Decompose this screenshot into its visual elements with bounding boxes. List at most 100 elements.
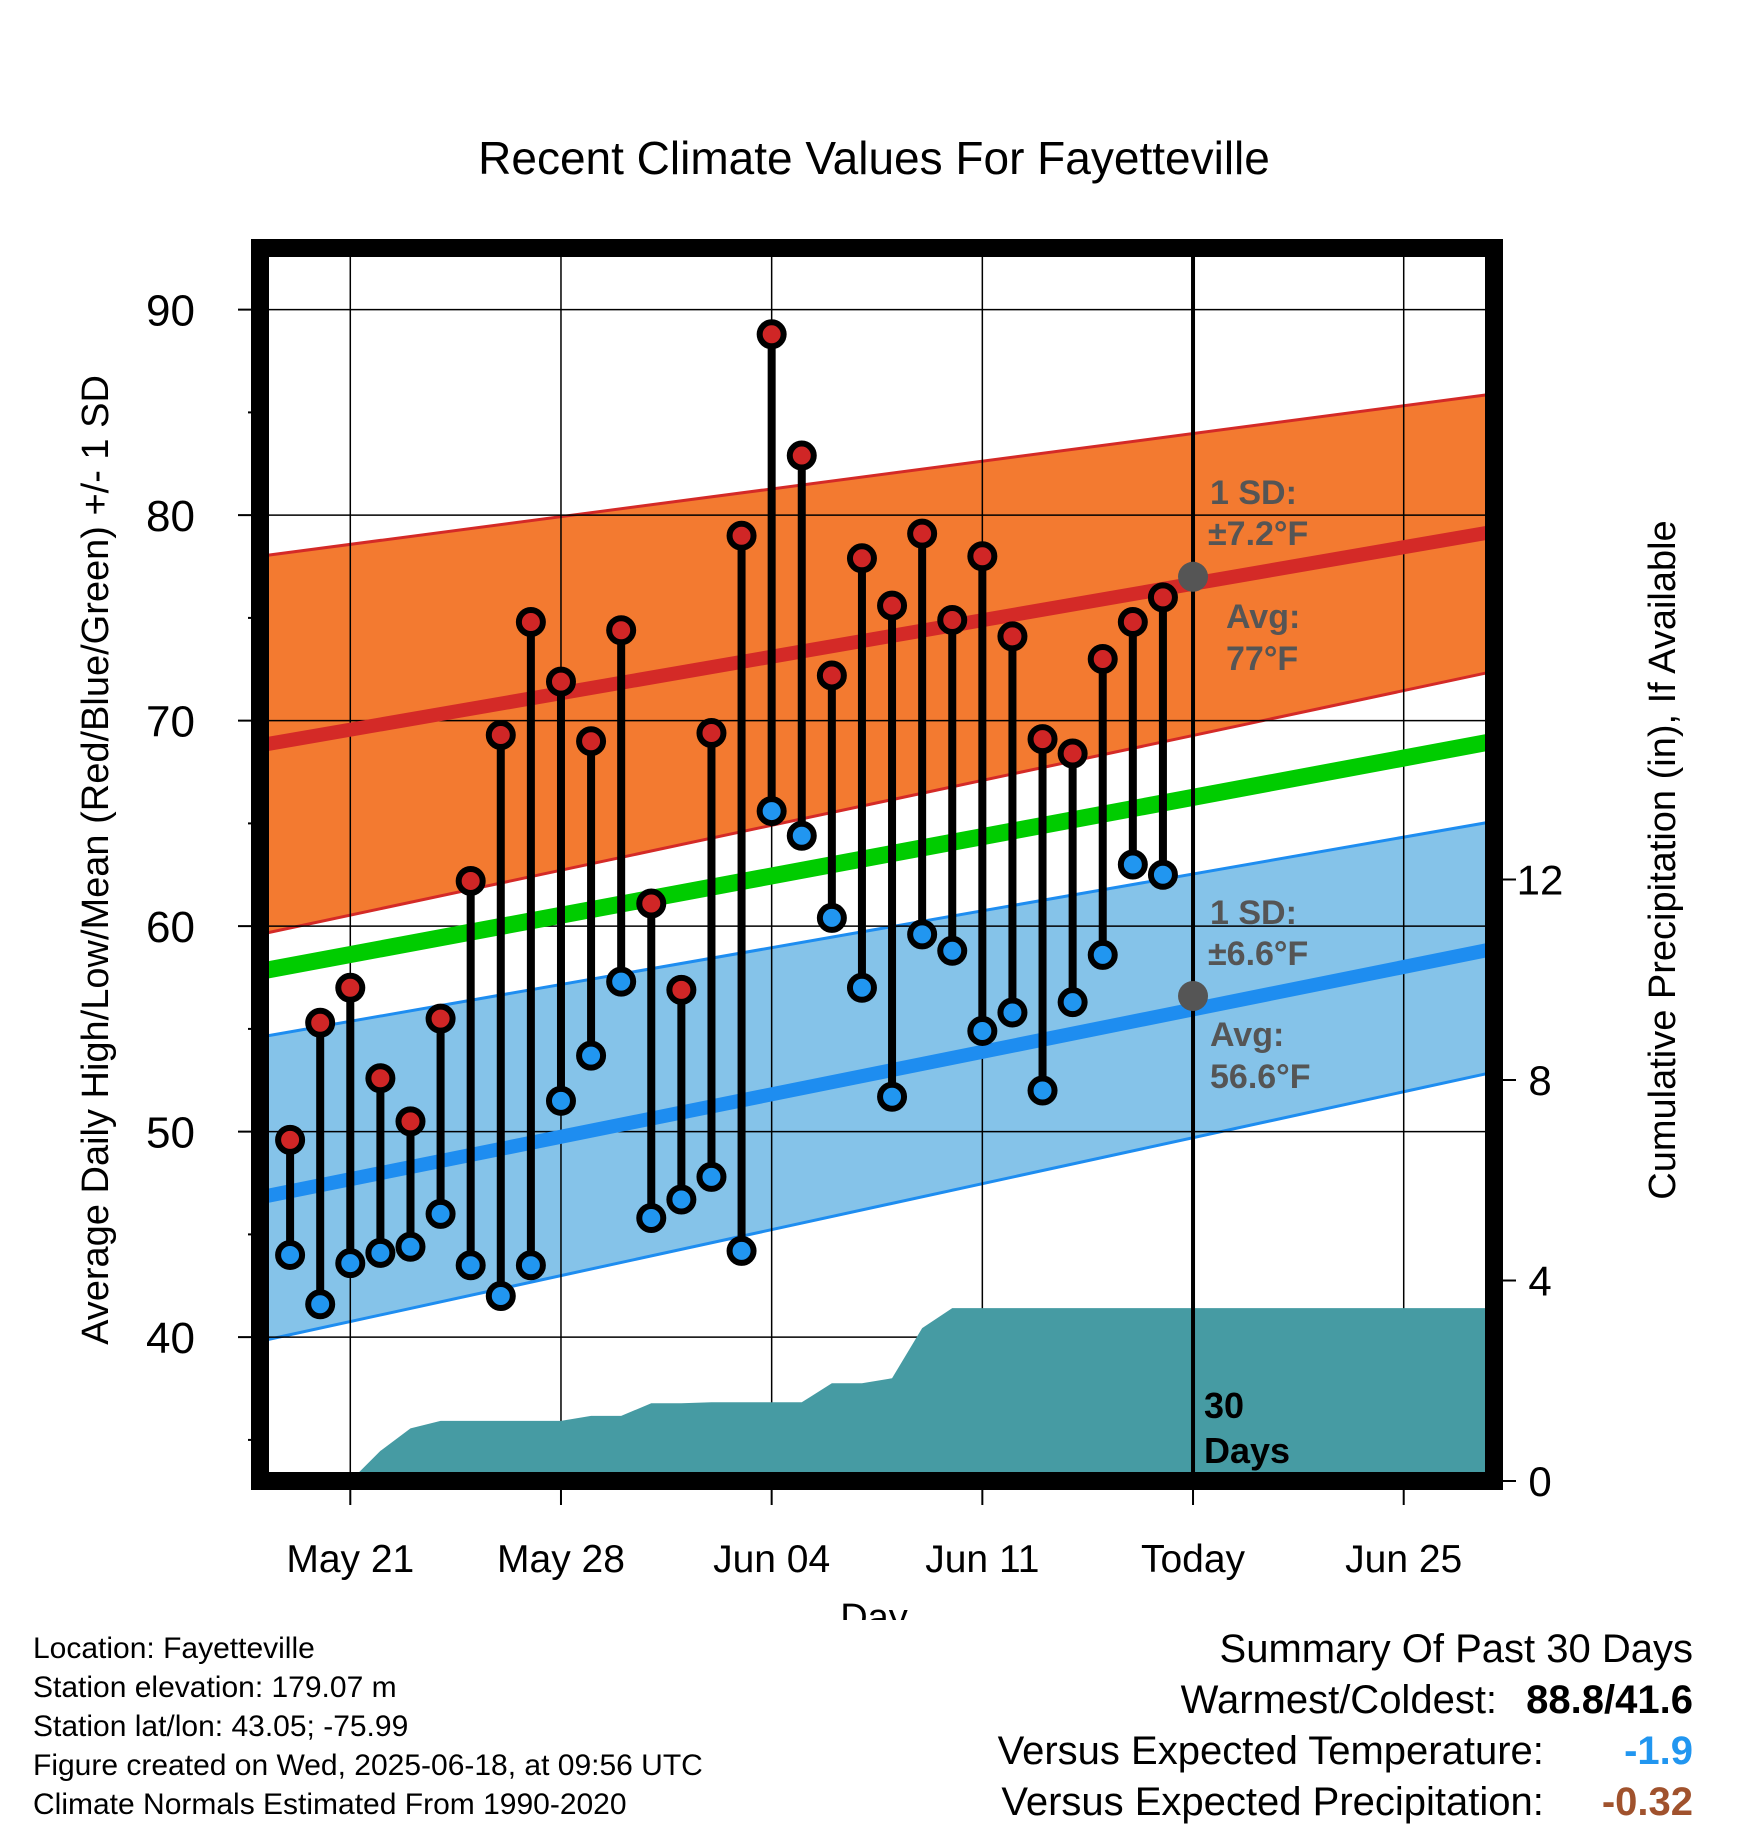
low-point <box>455 1250 486 1281</box>
precip-departure-value: -0.32 <box>1601 1780 1693 1824</box>
high-point <box>485 720 516 751</box>
window-label-days: Days <box>1204 1430 1290 1471</box>
high-point <box>636 888 667 919</box>
high-point <box>846 543 877 574</box>
low-point <box>1057 987 1088 1018</box>
high-sd-value: ±7.2°F <box>1208 515 1308 553</box>
summary-panel: Summary Of Past 30 Days Warmest/Coldest:… <box>998 1624 1693 1828</box>
low-point <box>395 1231 426 1262</box>
high-point <box>756 319 787 350</box>
precip-area-group <box>350 1308 1494 1481</box>
low-point <box>606 966 637 997</box>
high-avg-dot <box>1178 561 1209 592</box>
info-created: Figure created on Wed, 2025-06-18, at 09… <box>33 1749 703 1782</box>
x-tick-label: May 28 <box>497 1538 625 1581</box>
high-point <box>816 660 847 691</box>
info-normals: Climate Normals Estimated From 1990-2020 <box>33 1788 627 1821</box>
high-sd-band-upper-edge <box>259 392 1495 558</box>
warm-cold-label: Warmest/Coldest: <box>1180 1678 1498 1722</box>
climate-chart: Recent Climate Values For Fayetteville A… <box>75 132 1684 1620</box>
high-point <box>967 541 998 572</box>
summary-warm-cold-row: Warmest/Coldest: 88.8/41.6 <box>998 1675 1693 1726</box>
info-location: Location: Fayetteville <box>33 1632 315 1665</box>
low-point <box>335 1248 366 1279</box>
y2-tick-label: 0 <box>1528 1458 1551 1505</box>
y2-tick-label: 12 <box>1517 857 1564 904</box>
high-point <box>335 972 366 1003</box>
plot-frame <box>251 239 1503 1490</box>
low-point <box>515 1250 546 1281</box>
y-tick-label: 80 <box>146 492 195 541</box>
mean-normal-line <box>258 732 1496 980</box>
high-point <box>1087 644 1118 674</box>
high-point <box>275 1124 306 1155</box>
low-avg-title: Avg: <box>1210 1016 1284 1054</box>
temp-departure-value: -1.9 <box>1624 1729 1693 1773</box>
y-tick-label: 50 <box>146 1109 195 1158</box>
low-point <box>485 1281 516 1312</box>
high-point <box>1117 607 1148 638</box>
high-point <box>696 717 727 748</box>
low-point <box>937 935 968 966</box>
temp-departure-label: Versus Expected Temperature: <box>997 1729 1544 1773</box>
low-point <box>576 1040 607 1071</box>
low-point <box>756 796 787 827</box>
y2-axis-label: Cumulative Precipitation (in), If Availa… <box>1642 520 1684 1199</box>
y-tick-label: 70 <box>146 698 195 747</box>
low-sd-band <box>260 821 1494 1342</box>
high-normal-line <box>258 524 1496 753</box>
normal-lines <box>258 524 1496 1205</box>
low-point <box>967 1015 998 1046</box>
low-sd-band-lower-edge <box>259 1070 1495 1343</box>
normal-bands <box>259 392 1495 1343</box>
low-point <box>275 1239 306 1270</box>
y2-tick-label: 8 <box>1528 1057 1551 1104</box>
daily-observations <box>275 319 1178 1320</box>
warm-cold-value: 88.8/41.6 <box>1526 1678 1693 1722</box>
x-tick-label: Jun 11 <box>925 1538 1039 1581</box>
low-point <box>877 1081 908 1112</box>
window-label-number: 30 <box>1204 1385 1244 1426</box>
high-point <box>937 604 968 635</box>
y2-tick-label: 4 <box>1528 1258 1551 1305</box>
station-info: Location: Fayetteville Station elevation… <box>33 1629 703 1824</box>
precip-departure-label: Versus Expected Precipitation: <box>1001 1780 1544 1824</box>
info-latlon: Station lat/lon: 43.05; -75.99 <box>33 1710 409 1743</box>
low-point <box>696 1161 727 1192</box>
y-tick-label: 40 <box>146 1314 195 1363</box>
y-tick-label: 90 <box>146 287 195 336</box>
low-point <box>846 972 877 1003</box>
low-point <box>1087 939 1118 970</box>
low-point <box>425 1198 456 1229</box>
summary-precip-row: Versus Expected Precipitation: -0.32 <box>998 1777 1693 1828</box>
high-point <box>666 974 697 1005</box>
high-point <box>545 666 576 697</box>
low-point <box>1027 1075 1058 1106</box>
high-point <box>877 590 908 621</box>
y-axis-label: Average Daily High/Low/Mean (Red/Blue/Gr… <box>75 375 117 1345</box>
chart-title: Recent Climate Values For Fayetteville <box>478 132 1270 184</box>
x-tick-label: May 21 <box>286 1538 414 1581</box>
y-tick-label: 60 <box>146 903 195 952</box>
x-axis-label: Day <box>840 1597 908 1620</box>
low-avg-value: 56.6°F <box>1210 1058 1311 1096</box>
high-point <box>786 440 817 471</box>
high-point <box>1057 738 1088 769</box>
low-sd-band-upper-edge <box>259 819 1495 1039</box>
high-point <box>365 1063 396 1094</box>
low-point <box>545 1085 576 1116</box>
x-tick-label: Jun 04 <box>713 1538 830 1581</box>
low-point <box>726 1235 757 1266</box>
low-avg-dot <box>1178 981 1209 1012</box>
low-point <box>786 820 817 851</box>
low-sd-value: ±6.6°F <box>1208 935 1308 973</box>
high-point <box>726 520 757 551</box>
high-avg-title: Avg: <box>1226 598 1300 636</box>
low-point <box>1117 849 1148 880</box>
high-point <box>425 1003 456 1034</box>
high-avg-value: 77°F <box>1226 640 1298 678</box>
info-elevation: Station elevation: 179.07 m <box>33 1671 397 1704</box>
x-tick-label: Jun 25 <box>1345 1538 1462 1581</box>
summary-title: Summary Of Past 30 Days <box>1219 1627 1693 1671</box>
